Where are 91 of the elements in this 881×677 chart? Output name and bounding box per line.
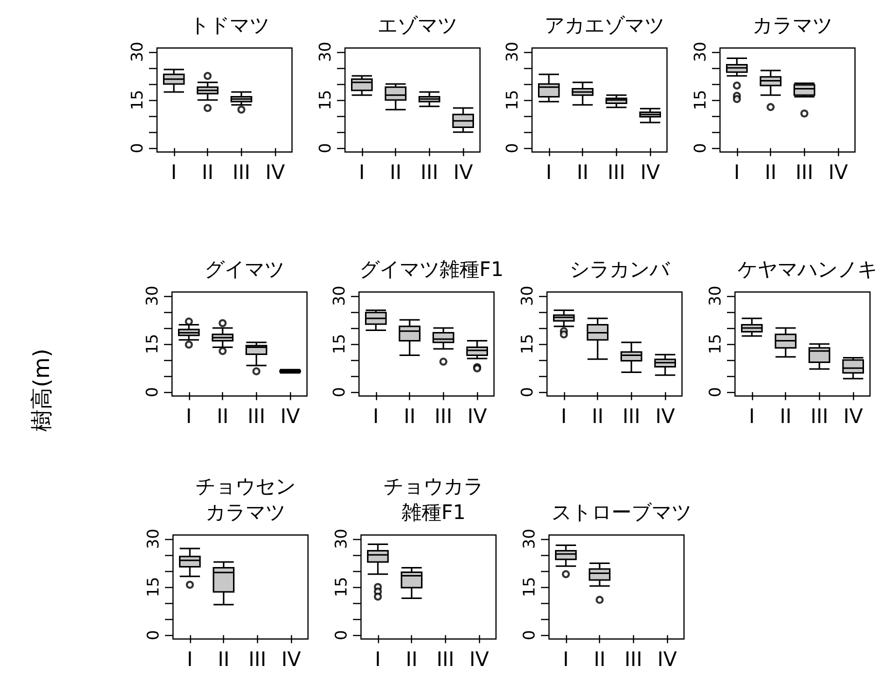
x-tick-label: IV [469, 647, 490, 671]
y-tick-label: 15 [706, 334, 724, 354]
x-tick-label: I [734, 160, 740, 184]
chart-subtitle: 雑種F1 [401, 500, 466, 524]
x-tick-label: II [406, 647, 418, 671]
y-tick-label: 30 [142, 286, 162, 306]
y-tick-label: 30 [502, 42, 522, 62]
x-tick-label: II [594, 647, 606, 671]
x-tick-label: III [624, 647, 642, 671]
x-tick-label: III [248, 404, 266, 428]
y-tick-label: 0 [706, 387, 724, 398]
y-tick-label: 0 [520, 630, 538, 640]
chart-title: ケヤマハンノキ [738, 257, 878, 281]
x-tick-label: III [420, 160, 438, 184]
x-tick-label: II [404, 404, 416, 428]
x-tick-label: I [186, 647, 193, 671]
y-tick-label: 15 [330, 334, 348, 354]
x-tick-label: III [436, 647, 454, 671]
chart-title: ストローブマツ [552, 500, 692, 524]
x-tick-label: II [764, 160, 777, 184]
chart-title: シラカンバ [570, 257, 670, 281]
x-tick-label: I [546, 160, 552, 184]
y-tick-label: 15 [502, 90, 522, 110]
x-tick-label: I [562, 647, 569, 671]
y-tick-label: 30 [332, 528, 350, 550]
y-tick-label: 0 [518, 387, 536, 398]
y-tick-label: 15 [316, 90, 334, 110]
x-tick-label: IV [657, 647, 678, 671]
x-tick-label: III [608, 160, 626, 184]
x-tick-label: III [248, 647, 266, 671]
x-tick-label: IV [467, 404, 488, 428]
x-tick-label: IV [280, 404, 300, 428]
y-tick-label: 0 [332, 630, 350, 640]
x-tick-label: I [186, 404, 192, 428]
y-tick-label: 15 [144, 576, 162, 598]
y-tick-label: 15 [690, 90, 710, 110]
chart-title: チョウセン [196, 474, 296, 498]
x-tick-label: IV [828, 160, 848, 184]
x-tick-label: IV [265, 160, 286, 184]
x-tick-label: II [576, 160, 589, 184]
x-tick-label: II [592, 404, 604, 428]
chart-subtitle: カラマツ [206, 500, 286, 524]
y-tick-label: 0 [330, 387, 348, 398]
y-tick-label: 15 [518, 334, 536, 354]
x-tick-label: II [780, 404, 792, 428]
chart-title: エゾマツ [378, 13, 458, 37]
x-tick-label: II [216, 404, 229, 428]
x-tick-label: III [810, 404, 828, 428]
chart-title: グイマツ [204, 257, 284, 281]
x-tick-label: I [748, 404, 755, 428]
x-tick-label: I [374, 647, 381, 671]
chart-title: グイマツ雑種F1 [359, 257, 504, 281]
x-tick-label: I [372, 404, 379, 428]
y-tick-label: 30 [330, 286, 348, 306]
x-tick-label: II [390, 160, 402, 184]
x-tick-label: I [358, 160, 365, 184]
chart-title: アカエゾマツ [544, 13, 664, 37]
y-tick-label: 30 [316, 42, 334, 62]
x-tick-label: III [232, 160, 250, 184]
x-tick-label: II [202, 160, 214, 184]
y-tick-label: 0 [128, 143, 146, 154]
x-tick-label: II [218, 647, 230, 671]
x-tick-label: IV [453, 160, 474, 184]
y-tick-label: 30 [690, 42, 710, 62]
y-tick-label: 0 [316, 143, 334, 154]
y-tick-label: 0 [690, 143, 710, 154]
x-tick-label: III [434, 404, 452, 428]
y-tick-label: 15 [332, 576, 350, 598]
y-tick-label: 30 [520, 528, 538, 550]
x-tick-label: IV [640, 160, 660, 184]
y-tick-label: 15 [142, 334, 162, 354]
y-tick-label: 30 [128, 42, 146, 62]
chart-title: トドマツ [190, 13, 270, 37]
y-tick-label: 30 [518, 286, 536, 306]
x-tick-label: IV [843, 404, 864, 428]
x-tick-label: IV [655, 404, 676, 428]
x-tick-label: I [170, 160, 177, 184]
y-tick-label: 0 [144, 630, 162, 640]
y-tick-label: 0 [502, 143, 522, 154]
x-tick-label: III [622, 404, 640, 428]
chart-title: カラマツ [752, 13, 832, 37]
y-tick-label: 30 [706, 286, 724, 306]
x-tick-label: I [560, 404, 567, 428]
y-tick-label: 30 [144, 528, 162, 550]
y-axis-title: 樹高(m) [29, 348, 56, 432]
y-tick-label: 0 [142, 387, 162, 398]
y-tick-label: 15 [128, 90, 146, 110]
x-tick-label: IV [281, 647, 302, 671]
y-tick-label: 15 [520, 576, 538, 598]
x-tick-label: III [796, 160, 814, 184]
chart-title: チョウカラ [384, 474, 484, 498]
